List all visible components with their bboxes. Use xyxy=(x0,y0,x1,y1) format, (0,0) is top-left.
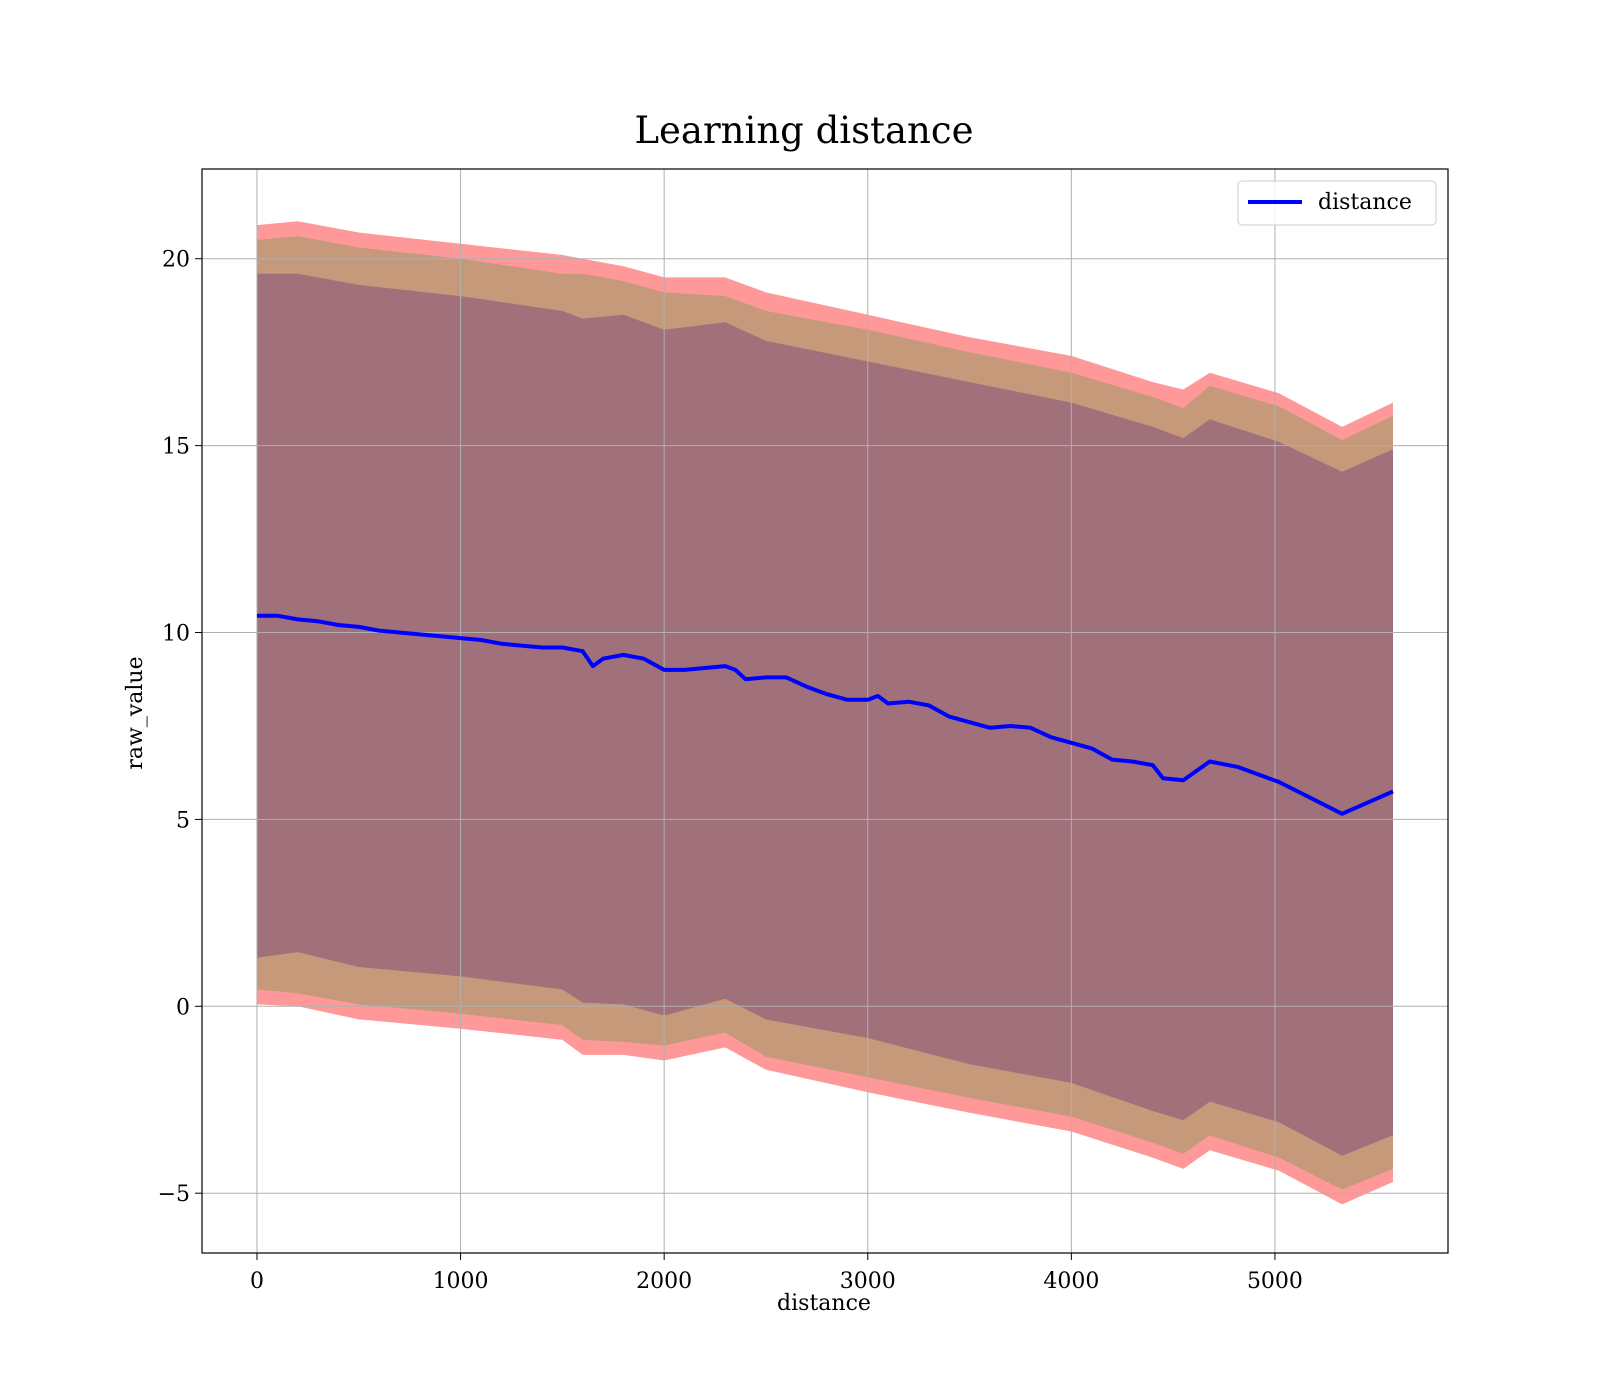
series-lines xyxy=(257,613,1394,816)
confidence-bands xyxy=(257,221,1393,1205)
x-tick-label: 2000 xyxy=(636,1269,692,1294)
legend: distance xyxy=(1237,180,1437,226)
y-tick-label: −5 xyxy=(158,1182,190,1207)
band-inner xyxy=(257,273,1393,1156)
legend-label-distance: distance xyxy=(1318,190,1412,215)
plot-frame xyxy=(201,168,1449,1254)
x-axis: 0 1000 2000 3000 4000 5000 xyxy=(250,1253,1303,1294)
series-line-distance xyxy=(257,613,1394,816)
y-tick-label: 10 xyxy=(162,622,190,647)
x-tick-label: 1000 xyxy=(433,1269,489,1294)
y-axis-label: raw_value xyxy=(123,656,148,769)
y-tick-label: 20 xyxy=(162,248,190,273)
legend-box xyxy=(1237,180,1437,226)
y-tick-label: 5 xyxy=(176,808,190,833)
x-tick-label: 4000 xyxy=(1043,1269,1099,1294)
x-tick-label: 5000 xyxy=(1247,1269,1303,1294)
y-tick-label: 0 xyxy=(176,995,190,1020)
y-axis: −5 0 5 10 15 20 xyxy=(158,248,202,1207)
x-tick-label: 3000 xyxy=(840,1269,896,1294)
x-tick-label: 0 xyxy=(250,1269,264,1294)
x-axis-label: distance xyxy=(777,1291,871,1316)
chart-title: Learning distance xyxy=(634,109,973,152)
grid xyxy=(202,169,1448,1253)
y-tick-label: 15 xyxy=(162,435,190,460)
